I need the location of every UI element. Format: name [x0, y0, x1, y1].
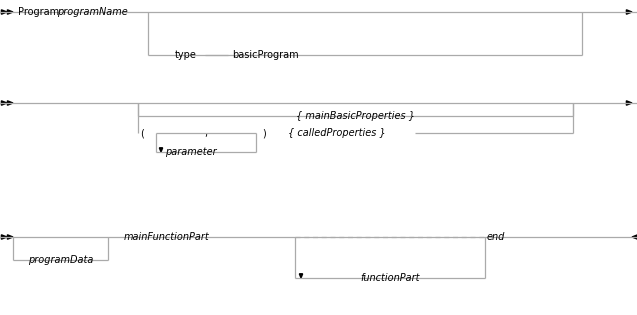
Polygon shape [1, 101, 7, 105]
Text: end: end [487, 232, 505, 242]
Text: mainFunctionPart: mainFunctionPart [124, 232, 210, 242]
Text: { calledProperties }: { calledProperties } [288, 128, 386, 138]
Polygon shape [299, 274, 303, 278]
Text: basicProgram: basicProgram [232, 50, 299, 60]
Polygon shape [8, 101, 13, 105]
Polygon shape [8, 235, 13, 239]
Polygon shape [159, 148, 162, 152]
Text: ,: , [204, 128, 208, 138]
Text: ): ) [262, 128, 266, 138]
Text: parameter: parameter [165, 147, 217, 157]
Text: Program: Program [18, 7, 62, 17]
Text: programData: programData [28, 255, 93, 265]
Text: type: type [175, 50, 197, 60]
Text: (: ( [140, 128, 144, 138]
Text: { mainBasicProperties }: { mainBasicProperties } [296, 111, 415, 121]
Polygon shape [1, 235, 7, 239]
Polygon shape [626, 101, 632, 105]
Polygon shape [632, 235, 637, 239]
Polygon shape [1, 10, 7, 14]
Text: programName: programName [57, 7, 128, 17]
Text: functionPart: functionPart [361, 273, 420, 283]
Polygon shape [8, 10, 13, 14]
Polygon shape [626, 10, 632, 14]
